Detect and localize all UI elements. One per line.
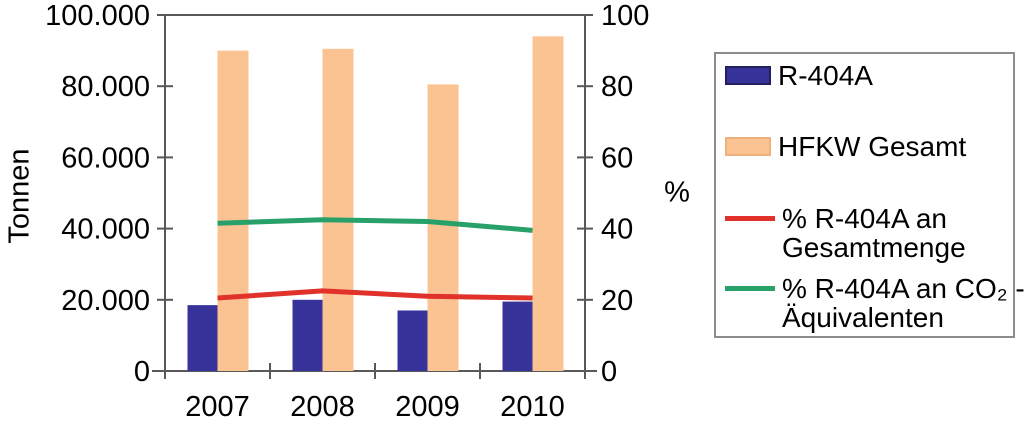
bar-hfkw-gesamt-2008 (322, 48, 354, 371)
right-axis-tick-label: 60 (601, 142, 633, 174)
left-axis-tick-label: 40.000 (61, 214, 150, 246)
right-axis-title: % (664, 176, 690, 209)
legend-entry-pct-gesamtmenge: % R-404A an Gesamtmenge (725, 204, 966, 262)
legend-label-line: Gesamtmenge (782, 232, 966, 263)
bar-r-404a-2009 (397, 310, 428, 371)
legend-label-line: R-404A (778, 60, 873, 91)
right-axis-tick-label: 40 (601, 214, 633, 246)
right-axis-tick-label: 0 (601, 356, 617, 388)
legend-label-hfkw-gesamt: HFKW Gesamt (778, 132, 966, 161)
legend-label-line: Äquivalenten (782, 302, 944, 333)
legend-label-r404a: R-404A (778, 61, 873, 90)
right-axis-tick-label: 80 (601, 71, 633, 103)
x-axis-label-2009: 2009 (395, 391, 460, 423)
legend-swatch-pct-gesamtmenge (725, 216, 775, 221)
legend-label-line: % R-404A an CO₂ - (782, 273, 1024, 304)
line-r-404a-an-co-quivalenten (217, 217, 533, 233)
right-axis-tick-label: 100 (601, 0, 649, 32)
legend-entry-hfkw-gesamt: HFKW Gesamt (725, 132, 966, 161)
bar-hfkw-gesamt-2007 (217, 50, 249, 371)
line-r-404a-an-gesamtmenge (217, 288, 533, 301)
legend-entry-r404a: R-404A (725, 61, 873, 90)
legend-label-pct-co2-aequivalenten: % R-404A an CO₂ - Äquivalenten (782, 274, 1024, 332)
left-axis-tick-label: 80.000 (61, 71, 150, 103)
legend-label-line: HFKW Gesamt (778, 131, 967, 162)
bar-r-404a-2010 (502, 301, 533, 371)
left-axis-tick-label: 20.000 (61, 285, 150, 317)
right-axis-tick-label: 20 (601, 285, 633, 317)
bar-hfkw-gesamt-2010 (532, 36, 564, 372)
bar-r-404a-2008 (292, 299, 323, 371)
legend-entry-pct-co2-aequivalenten: % R-404A an CO₂ - Äquivalenten (725, 274, 1024, 332)
legend-label-pct-gesamtmenge: % R-404A an Gesamtmenge (782, 204, 966, 262)
left-axis-tick-label: 0 (134, 356, 150, 388)
left-axis-tick-label: 100.000 (45, 0, 150, 32)
bar-r-404a-2007 (187, 305, 218, 371)
chart-legend: R-404A HFKW Gesamt % R-404A an Gesamtmen… (714, 52, 1024, 338)
legend-swatch-hfkw-gesamt (725, 137, 771, 156)
legend-label-line: % R-404A an (782, 203, 947, 234)
legend-swatch-pct-co2-aequivalenten (725, 286, 775, 291)
left-axis-title: Tonnen (3, 148, 36, 244)
x-axis-label-2008: 2008 (290, 391, 355, 423)
legend-swatch-r404a (725, 66, 771, 85)
x-axis-label-2007: 2007 (185, 391, 250, 423)
bar-hfkw-gesamt-2009 (427, 84, 459, 372)
x-axis-label-2010: 2010 (500, 391, 565, 423)
left-axis-tick-label: 60.000 (61, 142, 150, 174)
